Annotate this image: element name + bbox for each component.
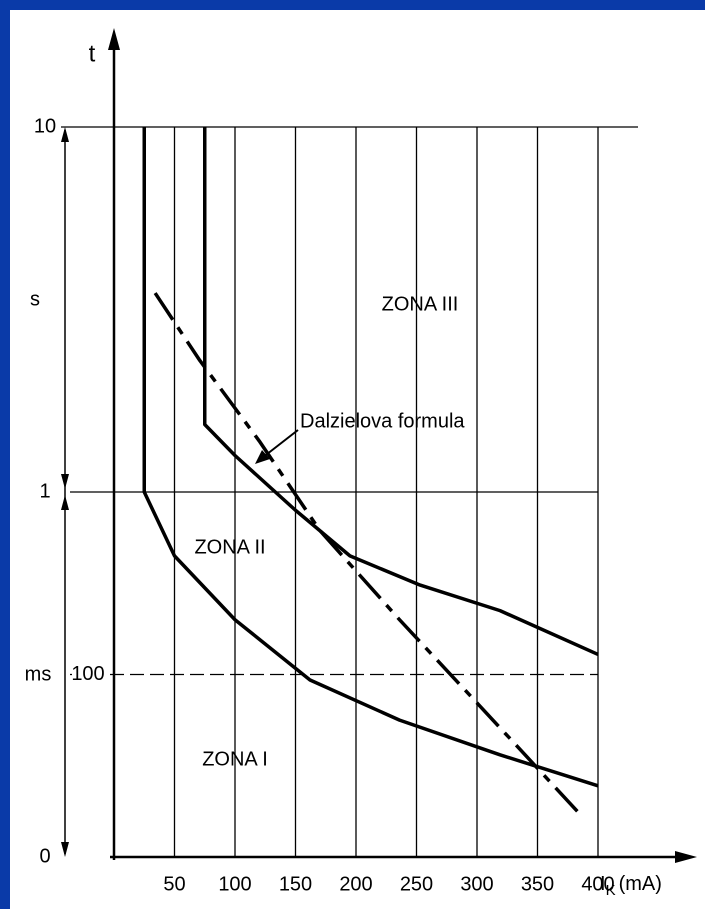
- panel: [10, 10, 705, 909]
- annotation: Dalzielova formula: [300, 410, 465, 432]
- y-unit: ms: [25, 663, 52, 685]
- annotation: ZONA II: [194, 536, 265, 558]
- x-tick-label: 250: [400, 873, 433, 895]
- x-label: IK (mA): [600, 873, 662, 899]
- annotation: ZONA III: [382, 293, 459, 315]
- y-unit: s: [30, 288, 40, 310]
- annotation-arrow-head: [255, 450, 270, 464]
- tick-label-bg: [29, 845, 61, 869]
- x-label-unit: (mA): [619, 873, 662, 895]
- x-tick-label: 100: [218, 873, 251, 895]
- tick-label-bg: [29, 480, 61, 504]
- x-label-main: I: [600, 873, 606, 895]
- x-tick-label: 400: [581, 873, 614, 895]
- y-tick-label: 100: [71, 663, 104, 685]
- arrow-head: [61, 474, 69, 489]
- y-arrow: [108, 28, 120, 50]
- x-label-sub: K: [606, 882, 616, 899]
- x-tick-label: 200: [339, 873, 372, 895]
- x-tick-label: 50: [163, 873, 185, 895]
- curve: [153, 292, 579, 813]
- y-label: t: [89, 40, 96, 67]
- tick-label-bg: [29, 115, 61, 139]
- curve: [142, 127, 599, 788]
- y-tick-label: 10: [34, 115, 56, 137]
- arrow-head: [61, 495, 69, 510]
- arrow-head: [61, 842, 69, 857]
- tick-label-bg: [72, 662, 104, 687]
- y-tick-label: 1: [39, 480, 50, 502]
- y-tick-label: 0: [39, 845, 50, 867]
- x-arrow: [675, 851, 697, 863]
- x-tick-label: 350: [521, 873, 554, 895]
- x-tick-label: 150: [279, 873, 312, 895]
- arrow-head: [61, 127, 69, 142]
- x-tick-label: 300: [460, 873, 493, 895]
